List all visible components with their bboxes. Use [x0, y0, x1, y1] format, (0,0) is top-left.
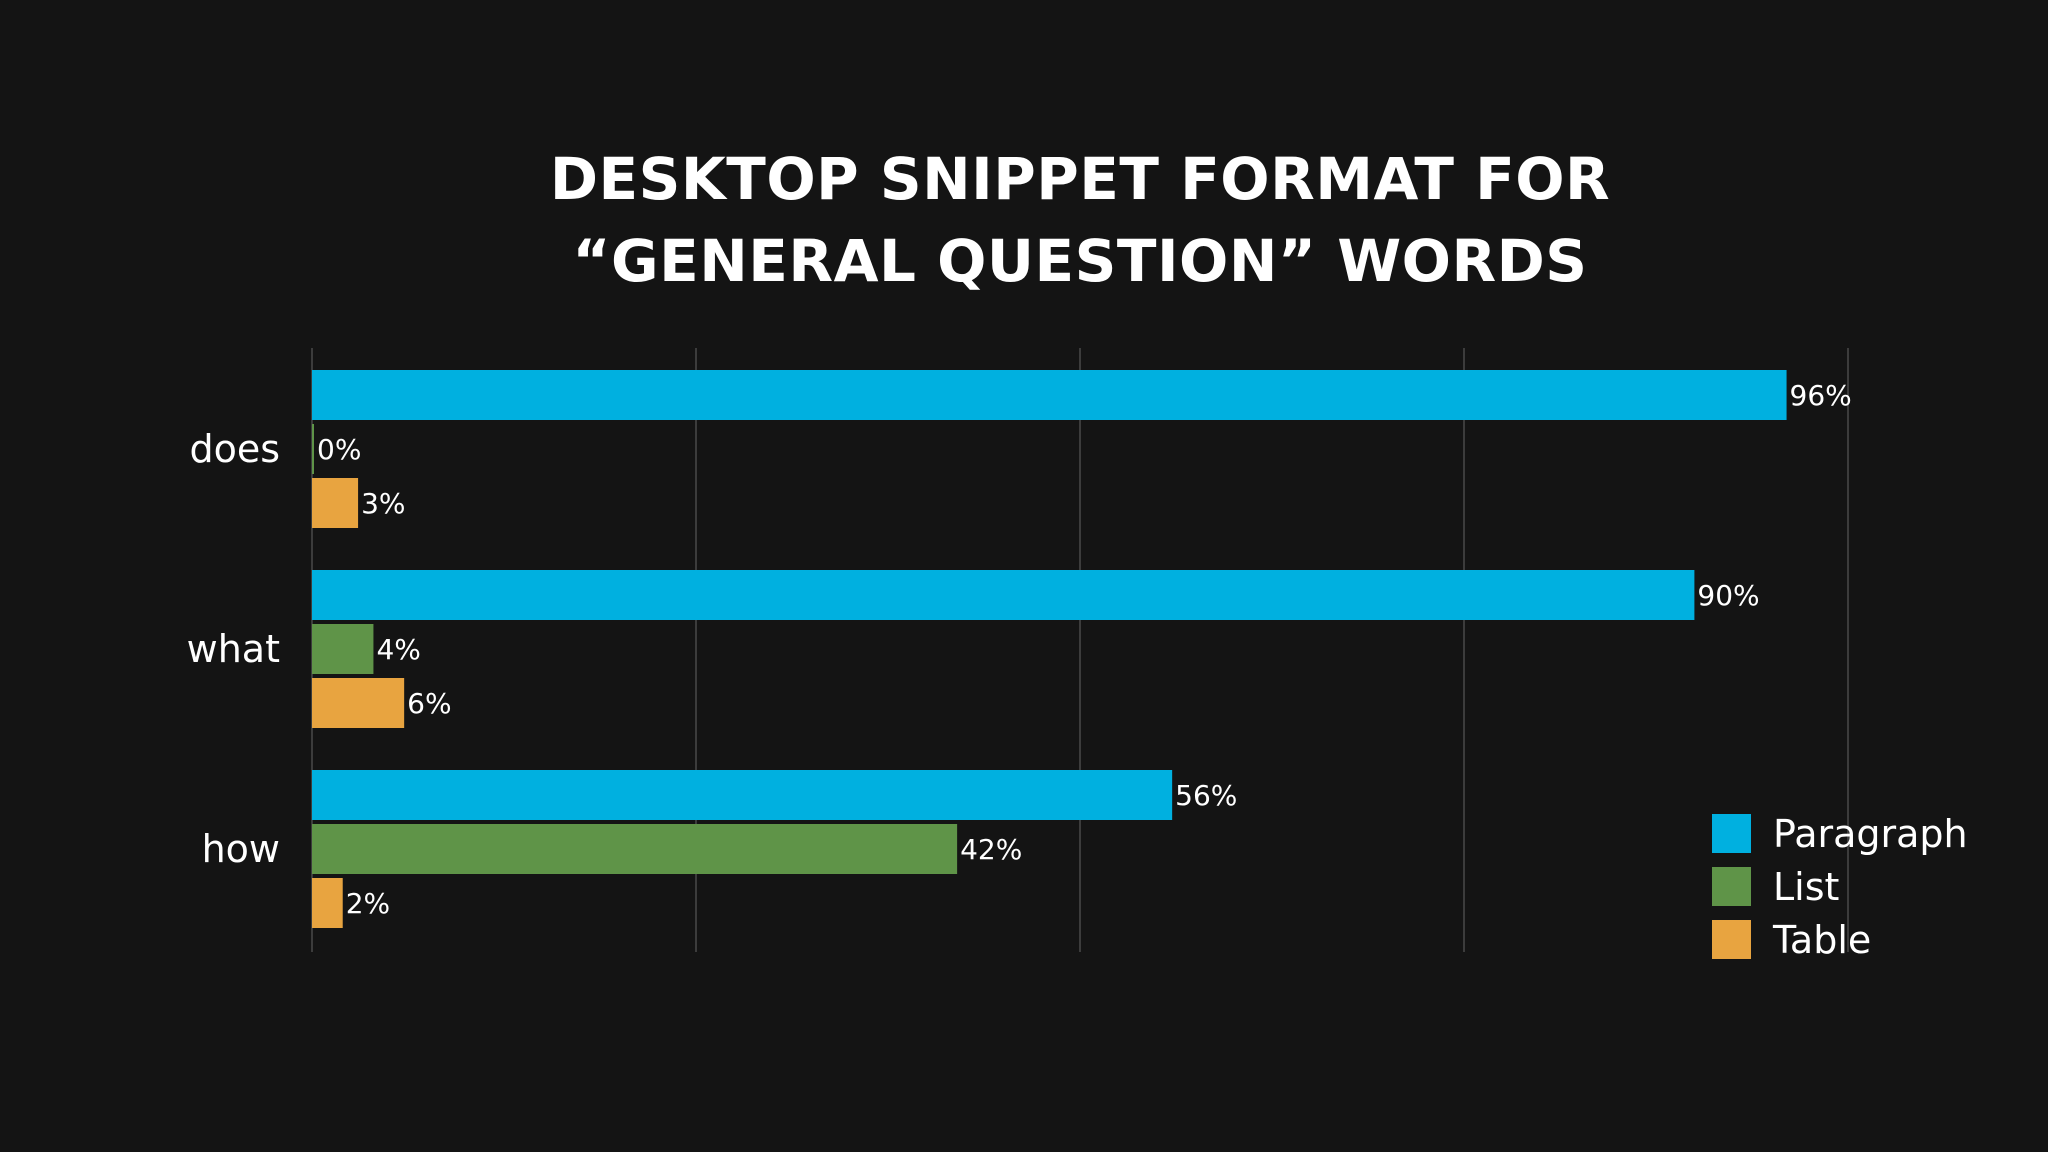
legend-label-table: Table	[1772, 918, 1871, 962]
category-labels: does what how	[187, 427, 280, 871]
legend-label-paragraph: Paragraph	[1773, 812, 1968, 856]
legend-swatch-list	[1712, 867, 1751, 906]
bar-how-list	[312, 824, 958, 874]
category-label-how: how	[202, 827, 280, 871]
value-label-does-list: 0%	[317, 433, 361, 466]
chart-title-line-1: DESKTOP SNIPPET FORMAT FOR	[549, 145, 1611, 213]
legend-label-list: List	[1773, 865, 1839, 909]
chart-title-line-2: “GENERAL QUESTION” WORDS	[572, 227, 1588, 295]
value-label-does-table: 3%	[361, 487, 405, 520]
value-label-how-table: 2%	[346, 887, 390, 920]
value-label-what-paragraph: 90%	[1697, 579, 1759, 612]
legend-swatch-table	[1712, 920, 1751, 959]
bar-how-table	[312, 878, 343, 928]
value-label-how-paragraph: 56%	[1175, 779, 1237, 812]
bar-what-list	[312, 624, 374, 674]
bar-what-table	[312, 678, 405, 728]
value-label-what-list: 4%	[376, 633, 420, 666]
category-label-does: does	[189, 427, 280, 471]
legend-swatch-paragraph	[1712, 814, 1751, 853]
bar-how-paragraph	[312, 770, 1173, 820]
bar-what-paragraph	[312, 570, 1695, 620]
legend: Paragraph List Table	[1712, 812, 1968, 962]
value-label-what-table: 6%	[407, 687, 451, 720]
value-label-how-list: 42%	[960, 833, 1022, 866]
bar-does-list	[312, 424, 314, 474]
category-label-what: what	[187, 627, 280, 671]
bars: 96% 0%3% 90% 4% 6% 56% 42% 2%	[312, 370, 1852, 928]
chart-title: DESKTOP SNIPPET FORMAT FOR “GENERAL QUES…	[0, 138, 2048, 302]
bar-does-table	[312, 478, 359, 528]
value-label-does-paragraph: 96%	[1790, 379, 1852, 412]
bar-does-paragraph	[312, 370, 1787, 420]
